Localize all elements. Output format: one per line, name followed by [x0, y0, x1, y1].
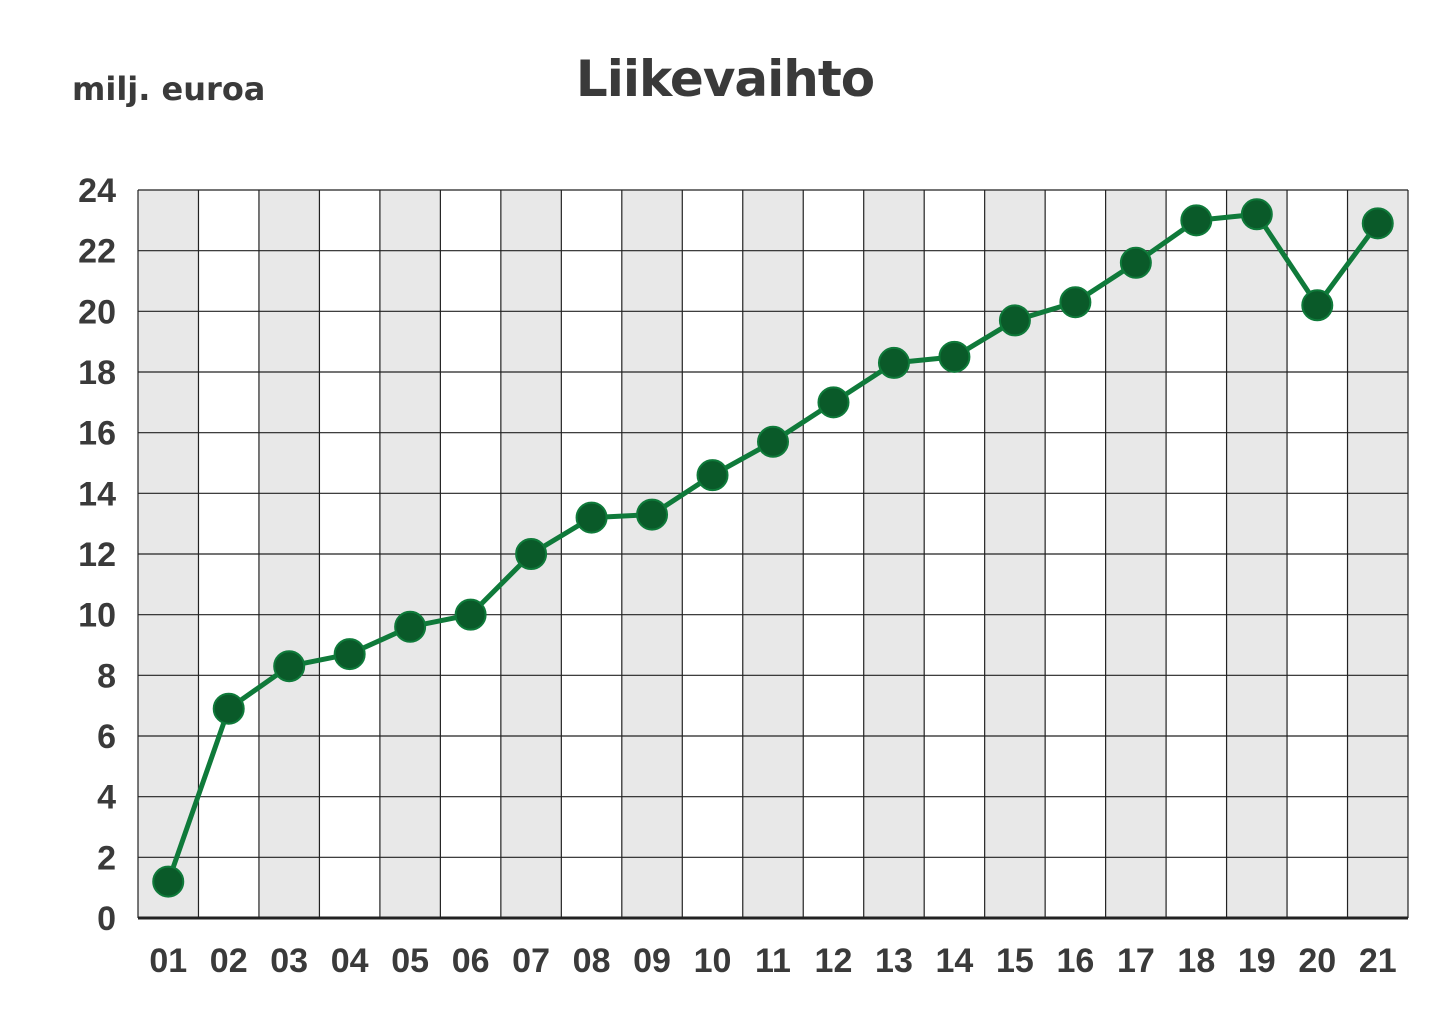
x-tick-label: 02 — [210, 942, 248, 980]
y-tick-label: 22 — [78, 233, 116, 271]
data-point — [1240, 198, 1273, 231]
data-point — [877, 346, 910, 379]
data-point — [757, 425, 789, 458]
y-tick-label: 20 — [78, 293, 116, 331]
data-point — [575, 501, 608, 534]
y-tick-label: 4 — [97, 779, 116, 817]
x-tick-labels: 01 02 03 04 05 06 07 08 09 10 11 12 13 14 15 16 17 18 19 20… — [149, 942, 1396, 980]
data-point — [1301, 289, 1334, 322]
y-tick-label: 10 — [78, 597, 116, 635]
data-point — [515, 538, 548, 570]
y-tick-label: 24 — [78, 172, 116, 210]
x-tick-label: 21 — [1359, 942, 1397, 980]
data-point — [1361, 207, 1394, 240]
y-tick-label: 14 — [78, 475, 116, 513]
x-tick-label: 15 — [996, 942, 1034, 980]
x-tick-label: 08 — [573, 942, 611, 980]
data-point — [636, 498, 669, 531]
x-tick-label: 10 — [694, 942, 732, 980]
x-tick-label: 13 — [875, 942, 913, 980]
x-tick-label: 16 — [1056, 942, 1094, 980]
data-point — [212, 692, 245, 725]
x-tick-label: 14 — [936, 942, 974, 980]
data-point — [938, 340, 971, 373]
data-point — [1180, 204, 1213, 237]
x-tick-label: 04 — [331, 942, 369, 980]
data-point — [394, 610, 427, 643]
x-tick-label: 05 — [391, 942, 429, 980]
x-tick-label: 11 — [755, 942, 791, 980]
data-points — [152, 198, 1394, 898]
data-point — [333, 638, 366, 671]
x-tick-label: 20 — [1298, 942, 1336, 980]
x-tick-label: 09 — [633, 942, 671, 980]
y-tick-label: 2 — [97, 839, 116, 877]
data-point — [152, 865, 185, 898]
x-tick-label: 19 — [1238, 942, 1276, 980]
data-point — [817, 386, 850, 419]
x-tick-label: 06 — [452, 942, 490, 980]
data-point — [1059, 286, 1092, 319]
y-tick-label: 12 — [78, 536, 116, 574]
x-tick-label: 03 — [270, 942, 308, 980]
data-point — [1119, 246, 1152, 279]
grid-lines — [137, 189, 1409, 920]
y-tick-label: 8 — [97, 657, 116, 695]
y-tick-label: 0 — [97, 900, 116, 938]
data-point — [998, 304, 1031, 337]
x-tick-label: 18 — [1177, 942, 1215, 980]
y-tick-label: 6 — [97, 718, 116, 756]
x-tick-label: 07 — [512, 942, 550, 980]
y-axis-unit-label: milj. euroa — [72, 70, 266, 108]
data-point — [273, 650, 306, 683]
x-tick-label: 01 — [149, 942, 187, 980]
y-tick-label: 18 — [78, 354, 116, 392]
chart-title: Liikevaihto — [575, 50, 875, 108]
y-tick-label: 16 — [78, 415, 116, 453]
data-point — [454, 598, 487, 631]
x-tick-label: 12 — [815, 942, 853, 980]
x-tick-label: 17 — [1117, 942, 1155, 980]
data-point — [696, 459, 729, 492]
